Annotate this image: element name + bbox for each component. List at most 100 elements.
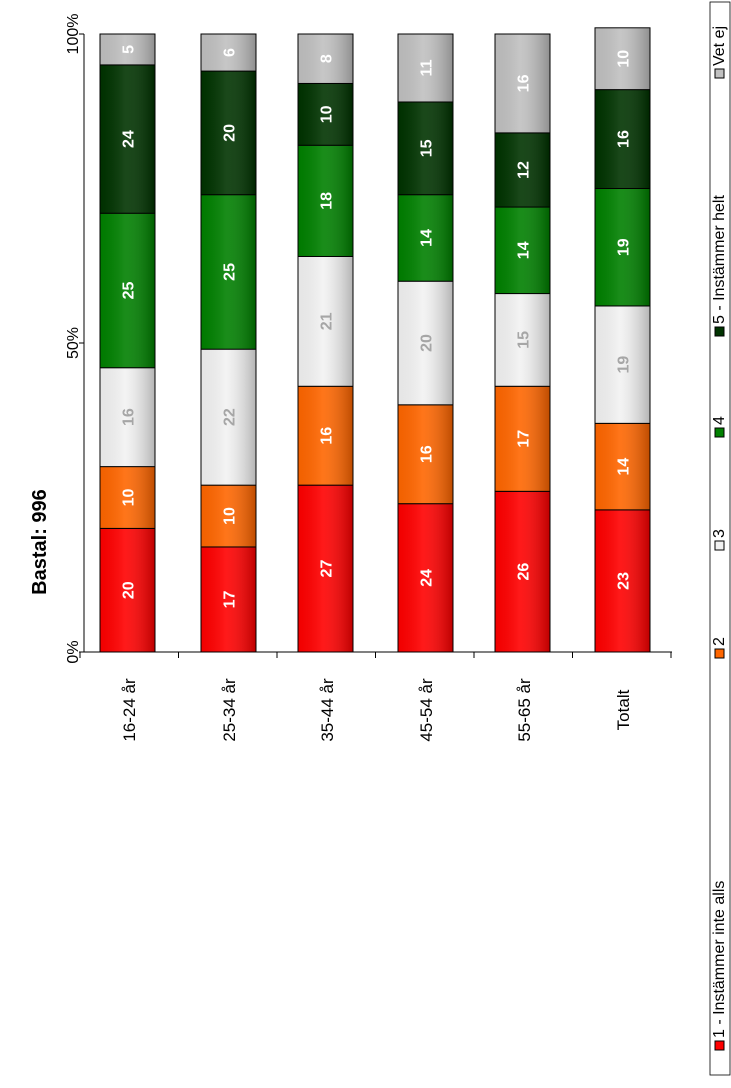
value-tick-label-group: 50% (65, 327, 82, 359)
bar-segment-shading (398, 405, 453, 504)
legend-item: 5 - Instämmer helt (711, 195, 728, 337)
data-label: 16 (319, 427, 336, 445)
bar-segment-shading (100, 368, 155, 467)
legend: 1 - Instämmer inte alls 2 3 4 5 - Instämmer … (709, 1, 731, 1076)
bar-segment-shading (201, 349, 256, 485)
bar-segment-shading (595, 28, 650, 90)
category-label-group: 35-44 år (318, 678, 337, 742)
data-label-group: 8 (319, 54, 336, 63)
data-label: 23 (616, 572, 633, 590)
bar-segment-shading (298, 256, 353, 386)
legend-label: 2 (711, 637, 728, 646)
legend-swatch (714, 1040, 725, 1051)
bar-segment-shading (100, 34, 155, 65)
bar-segment-shading (398, 34, 453, 102)
data-label-group: 23 (616, 572, 633, 590)
bar-segment-shading (298, 485, 353, 652)
data-label: 22 (222, 408, 239, 426)
category-label-group: Totalt (614, 689, 633, 730)
value-tick-label: 50% (65, 327, 82, 359)
category-label-group: 55-65 år (515, 678, 534, 742)
legend-label: 1 - Instämmer inte alls (711, 881, 728, 1038)
bar-segment-shading (398, 102, 453, 195)
data-label-group: 14 (616, 458, 633, 476)
data-label: 17 (516, 430, 533, 448)
bar-segment-shading (298, 83, 353, 145)
legend-item: 2 (711, 637, 728, 659)
data-label-group: 21 (319, 312, 336, 330)
legend-item: 1 - Instämmer inte alls (711, 881, 728, 1051)
data-label-group: 14 (419, 229, 436, 247)
bar-segment-shading (201, 547, 256, 652)
bar-segment-shading (100, 213, 155, 368)
data-label: 6 (222, 48, 239, 57)
data-label-group: 18 (319, 192, 336, 210)
legend-label: Vet ej (711, 26, 728, 66)
data-label: 16 (516, 74, 533, 92)
category-label-group: 45-54 år (417, 678, 436, 742)
value-tick-label: 100% (65, 14, 82, 55)
data-label-group: 10 (121, 489, 138, 507)
legend-label: 5 - Instämmer helt (711, 195, 728, 324)
bar-segment-shading (201, 485, 256, 547)
category-label-group: 16-24 år (120, 678, 139, 742)
data-label-group: 24 (121, 130, 138, 148)
data-label: 10 (319, 105, 336, 123)
data-label-group: 11 (419, 59, 436, 76)
data-label-group: 6 (222, 48, 239, 57)
data-label: 20 (121, 581, 138, 599)
data-label: 15 (516, 331, 533, 349)
data-label-group: 20 (121, 581, 138, 599)
bar-segment-shading (298, 386, 353, 485)
category-label: Totalt (614, 689, 633, 730)
value-tick-label-group: 100% (65, 14, 82, 55)
data-label-group: 16 (616, 130, 633, 148)
data-label: 8 (319, 54, 336, 63)
bar-segment-shading (495, 133, 550, 207)
data-label-group: 17 (516, 430, 533, 448)
data-label-group: 12 (516, 161, 533, 179)
bar-segment-shading (495, 491, 550, 652)
legend-label: 3 (711, 529, 728, 538)
bar-segment-shading (398, 195, 453, 281)
category-label: 45-54 år (417, 678, 436, 742)
data-label: 14 (516, 241, 533, 259)
data-label-group: 22 (222, 408, 239, 426)
category-label: 35-44 år (318, 678, 337, 742)
data-label-group: 15 (419, 139, 436, 157)
bar-segment-shading (595, 423, 650, 510)
bar-segment-shading (201, 71, 256, 195)
bar-segment-shading (100, 528, 155, 652)
data-label: 26 (516, 563, 533, 581)
data-label-group: 25 (121, 281, 138, 299)
data-label-group: 10 (222, 507, 239, 525)
legend-swatch (714, 68, 725, 79)
legend-item: Vet ej (711, 26, 728, 79)
data-label: 18 (319, 192, 336, 210)
category-label: 25-34 år (220, 678, 239, 742)
data-label: 19 (616, 356, 633, 374)
data-label: 24 (121, 130, 138, 148)
data-label-group: 19 (616, 356, 633, 374)
data-label: 16 (419, 445, 436, 463)
data-label: 17 (222, 590, 239, 608)
legend-item: 4 (711, 416, 728, 438)
data-label-group: 14 (516, 241, 533, 259)
legend-swatch (714, 326, 725, 337)
category-label-group: 25-34 år (220, 678, 239, 742)
legend-box (709, 1, 731, 1076)
bar-segment-shading (201, 195, 256, 349)
data-label: 25 (121, 281, 138, 299)
data-label: 21 (319, 312, 336, 330)
bar-segment-shading (595, 306, 650, 423)
data-label: 10 (121, 489, 138, 507)
data-label-group: 20 (222, 124, 239, 142)
data-label: 20 (222, 124, 239, 142)
bar-segment-shading (201, 34, 256, 71)
bar-segment-shading (595, 90, 650, 188)
legend-swatch (714, 540, 725, 551)
bar-segment-shading (595, 189, 650, 306)
data-label: 16 (121, 408, 138, 426)
bar-segment-shading (100, 65, 155, 213)
